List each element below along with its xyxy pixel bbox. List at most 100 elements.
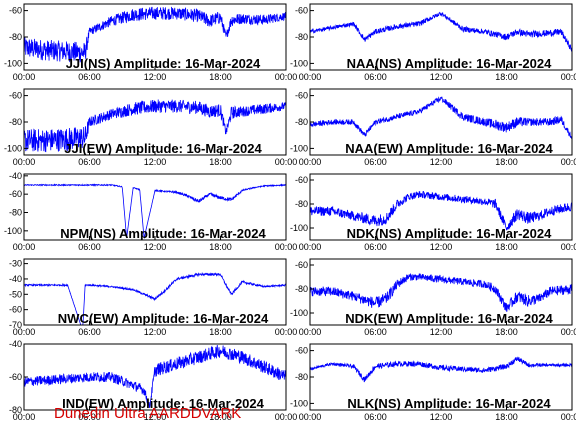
x-tick-label: 12:00 (144, 327, 167, 337)
amplitude-trace (24, 271, 286, 325)
x-tick-label: 00:00 (13, 157, 36, 167)
panel-title: NLK(NS) Amplitude: 16-Mar-2024 (347, 396, 551, 411)
x-tick-label: 18:00 (209, 157, 232, 167)
x-tick-label: 00:00 (561, 412, 576, 422)
panel-title: NDK(EW) Amplitude: 16-Mar-2024 (345, 311, 553, 326)
amplitude-panel: 00:00 06:00 12:00 18:00 00:00 -100 -80 -60 JJI(E… (4, 88, 298, 167)
x-tick-label: 00:00 (299, 157, 322, 167)
y-tick-label: -40 (9, 171, 22, 181)
x-tick-label: 06:00 (364, 242, 387, 252)
x-tick-label: 00:00 (13, 242, 36, 252)
x-tick-label: 00:00 (275, 72, 298, 82)
panel-title: JJI(EW) Amplitude: 16-Mar-2024 (64, 141, 262, 156)
y-tick-label: -80 (295, 199, 308, 209)
y-tick-label: -60 (295, 346, 308, 356)
x-tick-label: 12:00 (430, 412, 453, 422)
x-tick-label: 00:00 (275, 327, 298, 337)
x-tick-label: 00:00 (299, 72, 322, 82)
y-tick-label: -70 (9, 320, 22, 330)
x-tick-label: 12:00 (430, 242, 453, 252)
x-tick-label: 06:00 (364, 72, 387, 82)
amplitude-trace (24, 183, 286, 240)
y-tick-label: -100 (4, 58, 22, 68)
x-tick-label: 18:00 (209, 412, 232, 422)
y-tick-label: -60 (295, 6, 308, 16)
x-tick-label: 18:00 (495, 327, 518, 337)
amplitude-panel: 00:00 06:00 12:00 18:00 00:00 -100 -80 -60 -40 NP… (4, 171, 297, 252)
y-tick-label: -60 (9, 189, 22, 199)
x-tick-label: 12:00 (430, 327, 453, 337)
x-tick-label: 18:00 (495, 242, 518, 252)
amplitude-trace (24, 6, 286, 63)
panel-title: NDK(NS) Amplitude: 16-Mar-2024 (347, 226, 552, 241)
x-tick-label: 06:00 (78, 157, 101, 167)
x-tick-label: 12:00 (144, 412, 167, 422)
y-tick-label: -80 (9, 32, 22, 42)
x-tick-label: 12:00 (144, 157, 167, 167)
x-tick-label: 18:00 (495, 72, 518, 82)
y-tick-label: -100 (290, 398, 308, 408)
amplitude-trace (24, 99, 286, 153)
x-tick-label: 00:00 (561, 72, 576, 82)
x-tick-label: 00:00 (299, 242, 322, 252)
y-tick-label: -60 (9, 91, 22, 101)
x-tick-label: 00:00 (299, 412, 322, 422)
x-tick-label: 06:00 (78, 72, 101, 82)
y-tick-label: -60 (295, 91, 308, 101)
amplitude-panel: 00:00 06:00 12:00 18:00 00:00 -100 -80 -60 NAA(N… (290, 3, 576, 82)
x-tick-label: 06:00 (364, 412, 387, 422)
x-tick-label: 18:00 (495, 157, 518, 167)
y-tick-label: -60 (295, 260, 308, 270)
y-tick-label: -80 (295, 284, 308, 294)
x-tick-label: 12:00 (430, 157, 453, 167)
amplitude-trace (310, 191, 572, 231)
x-tick-label: 00:00 (299, 327, 322, 337)
y-tick-label: -100 (290, 143, 308, 153)
x-tick-label: 18:00 (209, 242, 232, 252)
y-tick-label: -100 (4, 143, 22, 153)
panel-title: IND(EW) Amplitude: 16-Mar-2024 (62, 396, 265, 411)
x-tick-label: 18:00 (495, 412, 518, 422)
x-tick-label: 18:00 (209, 327, 232, 337)
x-tick-label: 12:00 (144, 242, 167, 252)
y-tick-label: -80 (295, 117, 308, 127)
footer-credit: Dunedin Ultra AARDDVARK (54, 405, 242, 422)
y-tick-label: -80 (9, 405, 22, 415)
amplitude-panel: 00:00 06:00 12:00 18:00 00:00-70-60-50-40-30… (9, 258, 298, 337)
panel-title: JJI(NS) Amplitude: 16-Mar-2024 (66, 56, 261, 71)
panel-title: NWC(EW) Amplitude: 16-Mar-2024 (58, 311, 269, 326)
x-tick-label: 06:00 (78, 242, 101, 252)
y-tick-label: -60 (9, 6, 22, 16)
amplitude-panel: 00:00 06:00 12:00 18:00 00:00 -100 -80 -60 JJI(N… (4, 3, 298, 82)
amplitude-panel: 00:00 06:00 12:00 18:00 00:00 -100 -80 -60 NAA(E… (290, 88, 576, 167)
amplitude-trace (24, 344, 286, 408)
y-tick-label: -80 (295, 32, 308, 42)
x-tick-label: 06:00 (78, 412, 101, 422)
x-tick-label: 00:00 (13, 327, 36, 337)
y-tick-label: -80 (295, 372, 308, 382)
x-tick-label: 00:00 (13, 72, 36, 82)
amplitude-trace (310, 96, 572, 140)
x-tick-label: 00:00 (275, 412, 298, 422)
amplitude-panel: 00:00 06:00 12:00 18:00 00:00-80-60-40IND(EW… (9, 339, 297, 422)
y-tick-label: -60 (295, 175, 308, 185)
y-tick-label: -100 (4, 226, 22, 236)
y-tick-label: -100 (290, 58, 308, 68)
x-tick-label: 00:00 (13, 412, 36, 422)
y-tick-label: -60 (9, 372, 22, 382)
x-tick-label: 00:00 (275, 242, 298, 252)
y-tick-label: -100 (290, 308, 308, 318)
y-tick-label: -100 (290, 223, 308, 233)
x-tick-label: 12:00 (144, 72, 167, 82)
y-tick-label: -40 (9, 339, 22, 349)
x-tick-label: 12:00 (430, 72, 453, 82)
panel-title: NAA(NS) Amplitude: 16-Mar-2024 (347, 56, 552, 71)
x-tick-label: 00:00 (561, 157, 576, 167)
amplitude-trace (310, 11, 572, 52)
y-tick-label: -80 (9, 208, 22, 218)
y-tick-label: -30 (9, 259, 22, 269)
x-tick-label: 00:00 (275, 157, 298, 167)
amplitude-trace (310, 356, 572, 383)
y-tick-label: -40 (9, 274, 22, 284)
